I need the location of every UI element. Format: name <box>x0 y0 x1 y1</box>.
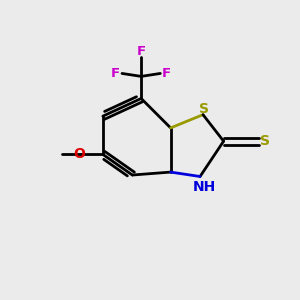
Text: O: O <box>74 147 85 161</box>
Text: NH: NH <box>193 180 216 194</box>
Text: F: F <box>111 67 120 80</box>
Text: S: S <box>199 102 208 116</box>
Text: S: S <box>260 134 270 148</box>
Text: F: F <box>162 67 171 80</box>
Text: F: F <box>136 45 146 58</box>
